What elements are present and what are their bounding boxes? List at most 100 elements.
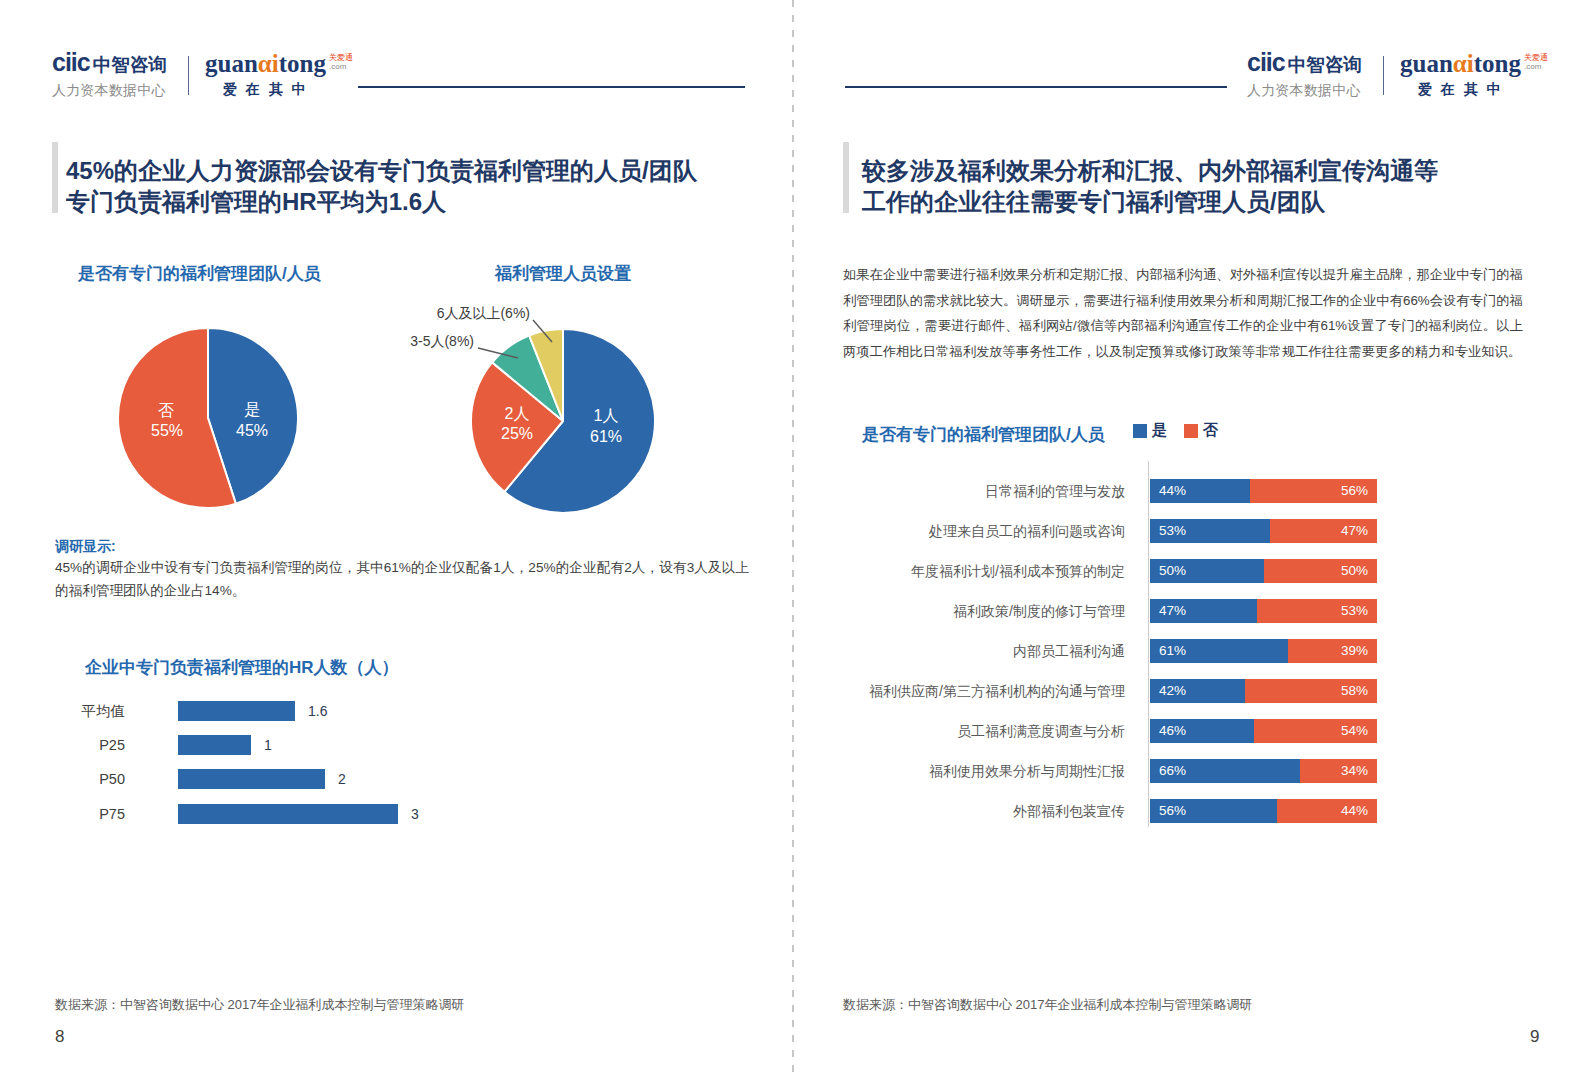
source-right: 数据来源：中智咨询数据中心 2017年企业福利成本控制与管理策略调研 (843, 996, 1253, 1014)
staff-pie-chart: 1人61%2人25%6人及以上(6%)3-5人(8%) (400, 275, 690, 525)
gat-word-alpha: αi (258, 50, 279, 77)
stacked-bar-yes: 66% (1150, 759, 1300, 783)
stacked-bar-row: 53%47% (1150, 519, 1377, 543)
stacked-bar-yes: 61% (1150, 639, 1288, 663)
hr-bar-value: 2 (338, 769, 346, 789)
team-pie-chart: 是 45% 否 55% (108, 318, 308, 518)
stacked-bar-no: 56% (1250, 479, 1377, 503)
stacked-bar-row: 61%39% (1150, 639, 1377, 663)
stacked-bar-row: 42%58% (1150, 679, 1377, 703)
stacked-bar-yes: 56% (1150, 799, 1277, 823)
page-divider (792, 0, 794, 1077)
stacked-bar-no: 44% (1277, 799, 1377, 823)
stacked-category: 内部员工福利沟通 (843, 639, 1125, 663)
hr-bar-value: 3 (411, 804, 419, 824)
hr-bar-chart: 平均值1.6P251P502P753 (55, 695, 495, 835)
stacked-bar-no: 34% (1300, 759, 1377, 783)
pie-inner-label: 25% (501, 425, 533, 442)
header-rule (358, 86, 745, 88)
stacked-bar-row: 44%56% (1150, 479, 1377, 503)
stacked-bar-no: 54% (1254, 719, 1377, 743)
gat-word-guan: guan (205, 50, 258, 77)
page-title-right: 较多涉及福利效果分析和汇报、内外部福利宣传沟通等 工作的企业往往需要专门福利管理… (862, 155, 1438, 217)
page-title-line1: 45%的企业人力资源部会设有专门负责福利管理的人员/团队 (66, 155, 697, 186)
page-number-right: 9 (1530, 1027, 1539, 1047)
pie-inner-label: 1人 (594, 407, 619, 424)
ciic-logo: ciic中智咨询 人力资本数据中心 (52, 50, 167, 100)
stacked-category: 员工福利满意度调查与分析 (843, 719, 1125, 743)
stacked-category: 福利使用效果分析与周期性汇报 (843, 759, 1125, 783)
pie-inner-label: 55% (151, 422, 183, 439)
hr-bar (178, 769, 325, 789)
gat-badge-com: .com (1524, 62, 1548, 71)
gat-word-tong: tong (279, 50, 326, 77)
stacked-category: 年度福利计划/福利成本预算的制定 (843, 559, 1125, 583)
ciic-logo-name: 中智咨询 (1288, 54, 1362, 75)
gat-badge-com: .com (329, 62, 353, 71)
gat-badge: 关爱通.com (1524, 53, 1548, 71)
legend-swatch-yes (1133, 424, 1147, 438)
stacked-bar-no: 53% (1257, 599, 1377, 623)
stacked-bar-no: 47% (1270, 519, 1377, 543)
stacked-bar-yes: 47% (1150, 599, 1257, 623)
stacked-chart-title: 是否有专门的福利管理团队/人员 (862, 423, 1105, 446)
hr-bar-category: P25 (55, 735, 125, 755)
gat-slogan: 爱 在 其 中 (1400, 81, 1521, 99)
stacked-bar-yes: 50% (1150, 559, 1264, 583)
stacked-axis-line (1148, 461, 1149, 827)
pie-inner-label: 否 (158, 402, 174, 419)
stacked-bar-row: 66%34% (1150, 759, 1377, 783)
page-title-line2: 专门负责福利管理的HR平均为1.6人 (66, 186, 697, 217)
note-label: 调研显示: (55, 538, 116, 556)
stacked-category: 外部福利包装宣传 (843, 799, 1125, 823)
stacked-chart-legend: 是 否 (1133, 421, 1230, 440)
stacked-bar-yes: 53% (1150, 519, 1270, 543)
page-number-left: 8 (55, 1027, 64, 1047)
stacked-bar-no: 58% (1245, 679, 1377, 703)
pie-inner-label: 2人 (505, 405, 530, 422)
hr-bar-category: P50 (55, 769, 125, 789)
hr-bar (178, 735, 251, 755)
stacked-category: 处理来自员工的福利问题或咨询 (843, 519, 1125, 543)
ciic-logo-right: ciic中智咨询 人力资本数据中心 (1247, 50, 1362, 100)
page-title-line1: 较多涉及福利效果分析和汇报、内外部福利宣传沟通等 (862, 155, 1438, 186)
hr-bar (178, 804, 398, 824)
ciic-logo-text: ciic (52, 48, 90, 76)
stacked-bar-no: 50% (1264, 559, 1378, 583)
guanaitong-logo: guanαitong关爱通.com 爱 在 其 中 (205, 51, 326, 99)
right-paragraph: 如果在企业中需要进行福利效果分析和定期汇报、内部福利沟通、对外福利宣传以提升雇主… (843, 262, 1523, 364)
header-rule-right (845, 86, 1227, 88)
page-title-left: 45%的企业人力资源部会设有专门负责福利管理的人员/团队 专门负责福利管理的HR… (66, 155, 697, 217)
gat-badge: 关爱通.com (329, 53, 353, 71)
hr-bar-value: 1 (264, 735, 272, 755)
gat-badge-name: 关爱通 (329, 53, 353, 62)
logo-separator (188, 56, 189, 95)
pie-callout-label: 6人及以上(6%) (437, 305, 530, 321)
page-title-line2: 工作的企业往往需要专门福利管理人员/团队 (862, 186, 1438, 217)
legend-label-yes: 是 (1152, 421, 1167, 440)
stacked-bar-row: 50%50% (1150, 559, 1377, 583)
ciic-logo-text: ciic (1247, 48, 1285, 76)
stacked-bar-row: 47%53% (1150, 599, 1377, 623)
stacked-bar-row: 46%54% (1150, 719, 1377, 743)
stacked-bar-row: 56%44% (1150, 799, 1377, 823)
hr-bar-category: 平均值 (55, 701, 125, 721)
ciic-logo-name: 中智咨询 (93, 54, 167, 75)
title-accent-bar (52, 142, 58, 213)
legend-swatch-no (1184, 424, 1198, 438)
task-stacked-chart: 日常福利的管理与发放44%56%处理来自员工的福利问题或咨询53%47%年度福利… (843, 461, 1388, 831)
pie-inner-label: 是 (244, 401, 260, 418)
gat-word-alpha: αi (1453, 50, 1474, 77)
pie-callout-label: 3-5人(8%) (410, 333, 474, 349)
legend-label-no: 否 (1203, 421, 1218, 440)
pie-inner-label: 45% (236, 422, 268, 439)
stacked-bar-yes: 42% (1150, 679, 1245, 703)
hr-bar (178, 701, 295, 721)
stacked-bar-no: 39% (1288, 639, 1377, 663)
report-spread: { "brand": { "ciic_logo": "ciic", "ciic_… (0, 0, 1587, 1077)
title-accent-bar-right (843, 142, 849, 213)
stacked-category: 福利供应商/第三方福利机构的沟通与管理 (843, 679, 1125, 703)
pie1-title: 是否有专门的福利管理团队/人员 (78, 262, 321, 285)
note-text: 45%的调研企业中设有专门负责福利管理的岗位，其中61%的企业仅配备1人，25%… (55, 556, 749, 602)
ciic-logo-subtitle: 人力资本数据中心 (1247, 82, 1362, 100)
